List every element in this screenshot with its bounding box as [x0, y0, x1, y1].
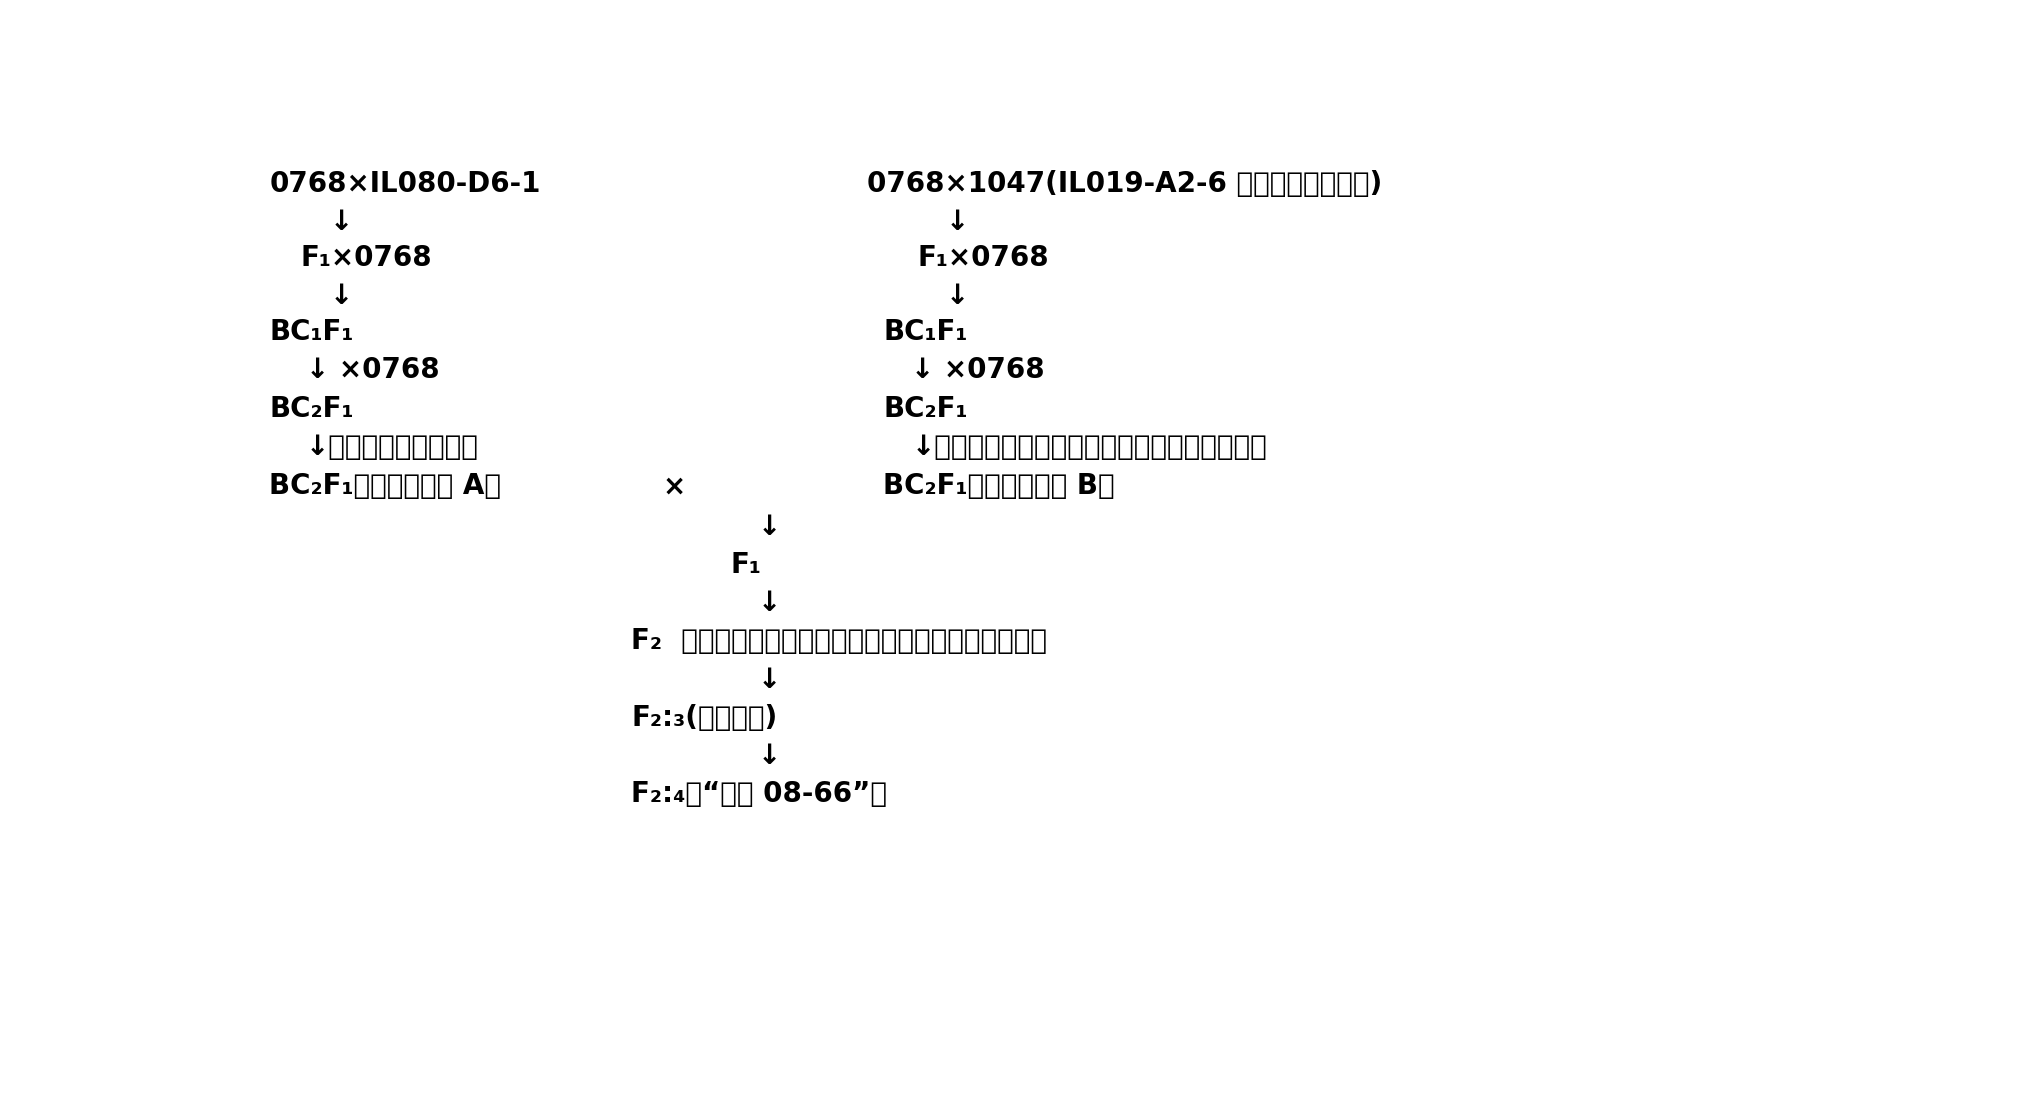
Text: F₂:₃(田间试验): F₂:₃(田间试验): [631, 704, 777, 732]
Text: ↓: ↓: [757, 741, 780, 770]
Text: F₁: F₁: [731, 551, 761, 580]
Text: ↓: ↓: [946, 282, 968, 310]
Text: ↓: ↓: [329, 282, 353, 310]
Text: BC₂F₁（含目标片段 B）: BC₂F₁（含目标片段 B）: [883, 473, 1114, 500]
Text: F₂:₄（“南农 08-66”）: F₂:₄（“南农 08-66”）: [631, 780, 887, 808]
Text: ↓: ↓: [757, 590, 780, 617]
Text: ↓: ↓: [757, 513, 780, 541]
Text: ↓前景选择和背景选择: ↓前景选择和背景选择: [307, 432, 479, 461]
Text: 0768×1047(IL019-A2-6 染色体片段导入系): 0768×1047(IL019-A2-6 染色体片段导入系): [867, 170, 1382, 198]
Text: BC₁F₁: BC₁F₁: [883, 318, 968, 346]
Text: F₂  前景聚合选择及背景选择（第二次分子标记选择）: F₂ 前景聚合选择及背景选择（第二次分子标记选择）: [631, 627, 1047, 656]
Text: 0768×IL080-D6-1: 0768×IL080-D6-1: [270, 170, 540, 198]
Text: BC₁F₁: BC₁F₁: [270, 318, 353, 346]
Text: ×: ×: [662, 473, 686, 500]
Text: ↓ ×0768: ↓ ×0768: [307, 356, 438, 385]
Text: BC₂F₁: BC₂F₁: [883, 395, 968, 422]
Text: ↓: ↓: [757, 666, 780, 694]
Text: ↓: ↓: [329, 208, 353, 236]
Text: ↓: ↓: [946, 208, 968, 236]
Text: BC₂F₁: BC₂F₁: [270, 395, 353, 422]
Text: ↓ ×0768: ↓ ×0768: [911, 356, 1045, 385]
Text: F₁×0768: F₁×0768: [300, 244, 432, 272]
Text: ↓前景选择和背景选择（第一次分子标记选择）: ↓前景选择和背景选择（第一次分子标记选择）: [911, 432, 1267, 461]
Text: F₁×0768: F₁×0768: [918, 244, 1050, 272]
Text: BC₂F₁（含目标片段 A）: BC₂F₁（含目标片段 A）: [270, 473, 501, 500]
